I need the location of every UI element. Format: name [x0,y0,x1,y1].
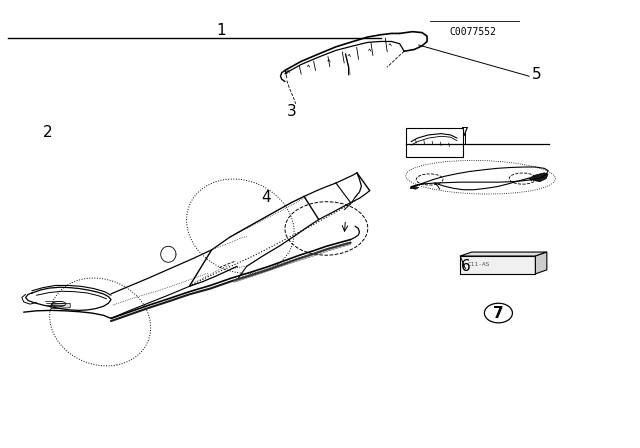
Polygon shape [529,173,548,182]
Text: 1: 1 [216,23,226,38]
Text: 2: 2 [42,125,52,140]
Text: 7: 7 [461,126,469,139]
Text: 7: 7 [493,306,504,321]
Text: 5: 5 [532,67,541,82]
Polygon shape [460,252,547,256]
Polygon shape [411,186,419,189]
Text: 6: 6 [460,259,470,274]
Text: C11-AS: C11-AS [468,262,490,267]
Polygon shape [460,256,536,274]
Text: C0077552: C0077552 [449,27,497,37]
Polygon shape [51,303,70,309]
Text: 3: 3 [287,104,296,119]
FancyBboxPatch shape [406,128,463,157]
Text: 4: 4 [261,190,271,205]
Polygon shape [536,252,547,274]
